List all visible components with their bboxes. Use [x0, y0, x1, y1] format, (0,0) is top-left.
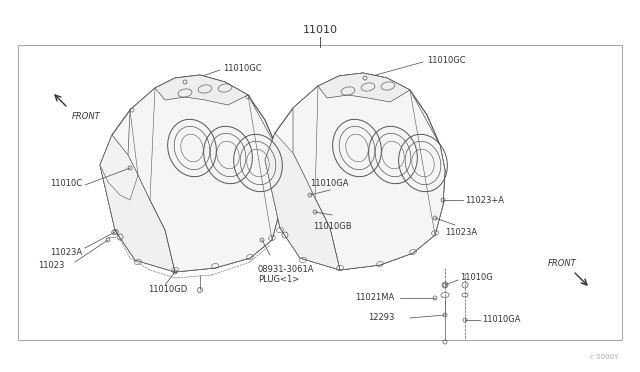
Text: PLUG<1>: PLUG<1>	[258, 275, 300, 284]
Text: 11021MA: 11021MA	[355, 294, 394, 302]
Text: 11010GB: 11010GB	[313, 222, 351, 231]
Polygon shape	[155, 75, 248, 105]
Text: 08931-3061A: 08931-3061A	[258, 265, 314, 274]
Text: 11023A: 11023A	[50, 247, 82, 257]
Polygon shape	[265, 73, 445, 270]
Polygon shape	[100, 135, 138, 200]
Polygon shape	[128, 88, 282, 272]
Text: 11010C: 11010C	[50, 179, 82, 187]
Text: FRONT: FRONT	[72, 112, 100, 121]
FancyBboxPatch shape	[18, 45, 622, 340]
Text: 11010GA: 11010GA	[310, 179, 349, 188]
Text: 11010G: 11010G	[460, 273, 493, 282]
Text: 11010GC: 11010GC	[223, 64, 262, 73]
Text: 11023A: 11023A	[445, 228, 477, 237]
Text: c 0000Y: c 0000Y	[589, 354, 618, 360]
Polygon shape	[100, 75, 282, 272]
Polygon shape	[293, 86, 445, 270]
Text: 11023+A: 11023+A	[465, 196, 504, 205]
Text: FRONT: FRONT	[548, 259, 577, 268]
Text: 12293: 12293	[368, 314, 394, 323]
Text: 11023: 11023	[38, 260, 65, 269]
Text: 11010GC: 11010GC	[427, 55, 466, 64]
Text: 11010GD: 11010GD	[148, 285, 188, 295]
Polygon shape	[318, 73, 410, 102]
Polygon shape	[265, 133, 340, 270]
Text: 11010GA: 11010GA	[482, 315, 520, 324]
Polygon shape	[100, 135, 175, 272]
Text: 11010: 11010	[303, 25, 337, 35]
